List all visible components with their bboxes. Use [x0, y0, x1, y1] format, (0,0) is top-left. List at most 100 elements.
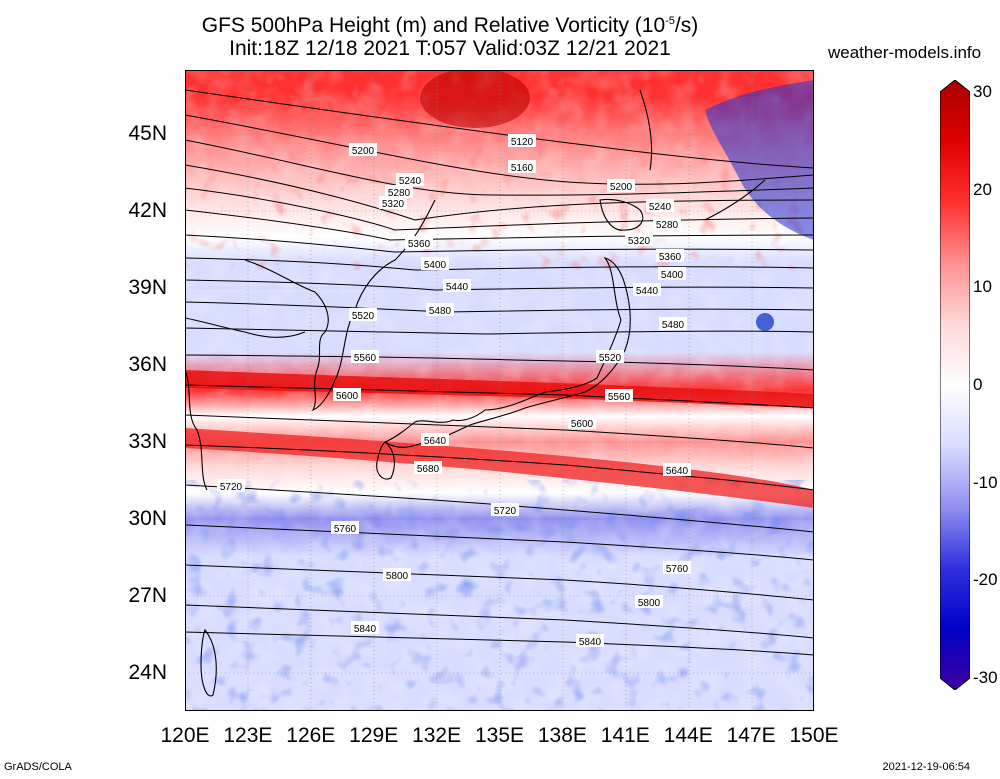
contour-label-bg	[625, 233, 653, 246]
longitude-tick-label: 141E	[600, 724, 650, 747]
colorbar-label: 20	[973, 179, 992, 199]
contour-label-bg	[605, 389, 633, 402]
contour-label: 5560	[354, 353, 377, 364]
contour-label-bg	[491, 503, 519, 516]
contour-label-bg	[607, 179, 635, 192]
colorbar-label: -20	[973, 570, 998, 590]
contour-label: 5400	[661, 270, 684, 281]
contour-label-bg	[333, 388, 361, 401]
contour-label: 5760	[666, 564, 689, 575]
contour-label-bg	[379, 196, 407, 209]
contour-label: 5480	[429, 306, 452, 317]
contour-labels: 5120516052005200524052405280528053205320…	[217, 134, 691, 648]
contour-label: 5360	[659, 252, 682, 263]
contour-label: 5680	[417, 464, 440, 475]
longitude-tick-label: 150E	[789, 724, 839, 747]
contour-label: 5640	[666, 466, 689, 477]
contour-label: 5320	[628, 236, 651, 247]
contour-label: 5240	[399, 176, 422, 187]
contour-label: 5600	[571, 419, 594, 430]
longitude-tick-label: 144E	[663, 724, 713, 747]
colorbar	[940, 80, 970, 690]
title-suffix: /s)	[674, 14, 699, 37]
contour-label: 5840	[354, 624, 377, 635]
contour-label: 5320	[382, 199, 405, 210]
contour-label-bg	[426, 303, 454, 316]
longitude-tick-label: 132E	[412, 724, 462, 747]
north-red-core	[420, 70, 530, 128]
east-small-vortex	[756, 313, 774, 331]
latitude-tick-label: 24N	[128, 660, 167, 684]
contour-label-bg	[663, 463, 691, 476]
colorbar-label: -10	[973, 472, 998, 492]
contour-label: 5440	[636, 286, 659, 297]
contour-label: 5760	[334, 524, 357, 535]
contour-label: 5800	[386, 571, 409, 582]
map-frame	[185, 70, 814, 711]
timestamp-label: 2021-12-19-06:54	[882, 761, 970, 773]
contour-label-bg	[508, 160, 536, 173]
longitude-tick-label: 147E	[726, 724, 776, 747]
latitude-tick-label: 42N	[128, 199, 167, 223]
jet-band-lower	[185, 428, 814, 508]
contour-label: 5480	[662, 320, 685, 331]
title-line-1: GFS 500hPa Height (m) and Relative Vorti…	[120, 9, 780, 38]
longitude-tick-label: 129E	[349, 724, 399, 747]
contour-label: 5280	[388, 188, 411, 199]
contour-label-bg	[658, 267, 686, 280]
contour-label: 5800	[638, 598, 661, 609]
site-label: weather-models.info	[828, 43, 982, 62]
title-line-2: Init:18Z 12/18 2021 T:057 Valid:03Z 12/2…	[229, 37, 671, 60]
contour-label-bg	[659, 317, 687, 330]
contour-label: 5600	[336, 391, 359, 402]
contour-label-bg	[385, 185, 413, 198]
contour-label-bg	[443, 279, 471, 292]
contour-label-bg	[508, 134, 536, 147]
longitude-tick-label: 123E	[223, 724, 273, 747]
contour-label: 5400	[424, 260, 447, 271]
title-exponent: -5	[665, 15, 675, 27]
contour-label-bg	[405, 236, 433, 249]
contour-label: 5200	[610, 182, 633, 193]
contour-label: 5520	[352, 311, 375, 322]
contour-label-bg	[421, 433, 449, 446]
latitude-tick-label: 45N	[128, 122, 167, 146]
vorticity-map: 5120516052005200524052405280528053205320…	[185, 70, 814, 711]
contour-label: 5560	[608, 392, 631, 403]
contour-label: 5240	[649, 202, 672, 213]
contour-label: 5720	[220, 482, 243, 493]
latitude-tick-label: 36N	[128, 352, 167, 376]
contour-label-bg	[635, 595, 663, 608]
contour-label: 5360	[408, 239, 431, 250]
contour-label: 5520	[599, 353, 622, 364]
contour-label-bg	[653, 217, 681, 230]
contour-label-bg	[576, 634, 604, 647]
contour-label-bg	[351, 350, 379, 363]
longitude-tick-label: 120E	[160, 724, 210, 747]
latitude-tick-label: 33N	[128, 429, 167, 453]
colorbar-body	[940, 80, 970, 690]
jet-band-upper	[185, 370, 814, 408]
latitude-tick-label: 27N	[128, 583, 167, 607]
contour-label: 5640	[424, 436, 447, 447]
contour-label-bg	[421, 257, 449, 270]
contour-label-bg	[656, 249, 684, 262]
contour-label: 5840	[579, 637, 602, 648]
colorbar-label: 0	[973, 375, 983, 394]
credit-label: GrADS/COLA	[4, 761, 72, 773]
longitude-tick-label: 135E	[474, 724, 525, 747]
contour-label-bg	[349, 143, 377, 156]
longitude-tick-label: 138E	[537, 724, 587, 747]
latitude-tick-label: 39N	[128, 275, 167, 299]
contour-label-bg	[646, 199, 674, 212]
contour-label-bg	[217, 479, 245, 492]
contour-label-bg	[351, 621, 379, 634]
colorbar-label: 30	[973, 82, 992, 101]
contour-label-bg	[633, 283, 661, 296]
contour-label: 5720	[494, 506, 517, 517]
colorbar-label: 10	[973, 277, 992, 297]
colorbar-label: -30	[973, 668, 998, 687]
longitude-tick-label: 126E	[286, 724, 336, 747]
contour-label: 5160	[511, 163, 534, 174]
contour-label-bg	[414, 461, 442, 474]
